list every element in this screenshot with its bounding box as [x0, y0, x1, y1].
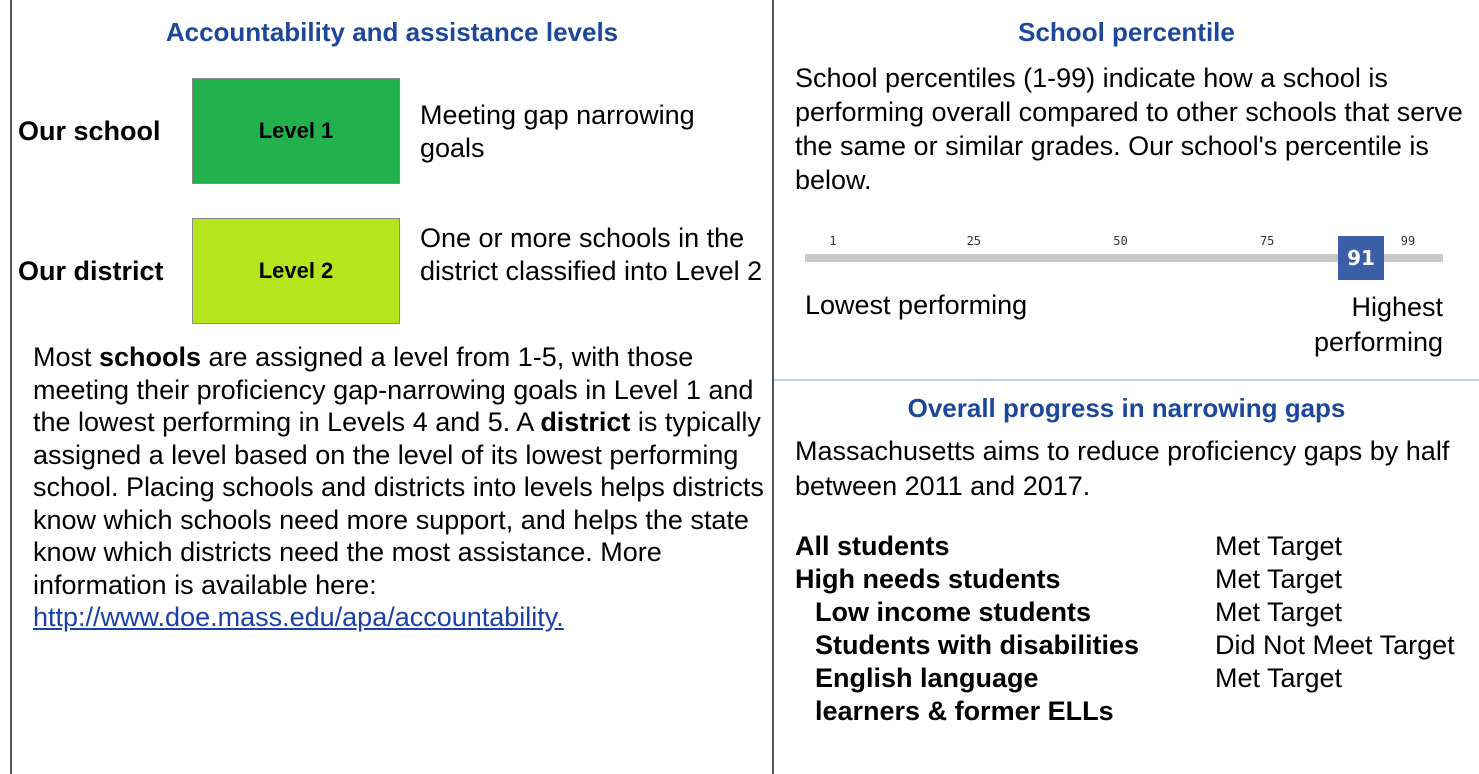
status: Met Target	[1215, 597, 1343, 627]
section-title: Accountability and assistance levels	[165, 17, 619, 47]
percentile-marker: 91	[1338, 236, 1385, 280]
level-badge: Level 2	[192, 218, 400, 324]
high-label: Highest performing	[1313, 292, 1443, 357]
level-label: Our district	[18, 256, 164, 286]
group-label: Students with disabilities	[815, 630, 1140, 660]
section-title: Overall progress in narrowing gaps	[907, 393, 1346, 423]
progress-row: Low income students Met Target	[795, 596, 1475, 629]
percentile-description: School percentiles (1-99) indicate how a…	[795, 63, 1463, 195]
level-description: One or more schools in the district clas…	[420, 223, 763, 286]
progress-description: Massachusetts aims to reduce proficiency…	[795, 436, 1450, 501]
explanation: Most schools are assigned a level from 1…	[33, 341, 768, 634]
text: are assigned a level from 1-5, with thos…	[33, 342, 754, 437]
tick-label: 99	[1400, 234, 1416, 248]
status: Met Target	[1215, 663, 1343, 693]
status: Did Not Meet Target	[1215, 630, 1455, 660]
status: Met Target	[1215, 531, 1343, 561]
text: is typically assigned a level based on t…	[33, 407, 764, 600]
progress-row: All students Met Target	[795, 530, 1475, 563]
progress-table: All students Met Target High needs student…	[795, 530, 1475, 728]
progress-row: High needs students Met Target	[795, 563, 1475, 596]
level-badge: Level 1	[192, 78, 400, 184]
group-label: English language learners & former ELLs	[815, 663, 1114, 726]
group-label: Low income students	[815, 597, 1092, 627]
bold-text: schools	[99, 342, 202, 372]
low-label: Lowest performing	[805, 290, 1028, 320]
progress-row: Students with disabilities Did Not Meet T…	[795, 629, 1475, 662]
tick-label: 50	[1113, 234, 1128, 248]
level-description: Meeting gap narrowing goals	[420, 100, 695, 163]
tick-label: 25	[966, 234, 982, 248]
column-divider	[772, 0, 774, 774]
progress-row: English language learners & former ELLs M…	[795, 662, 1475, 728]
text: Most	[33, 342, 100, 372]
bold-text: district	[540, 407, 631, 437]
section-divider	[774, 379, 1479, 381]
left-border	[10, 0, 12, 774]
group-label: All students	[795, 531, 950, 561]
percentile-scale	[805, 254, 1443, 262]
tick-label: 1	[829, 234, 837, 248]
link[interactable]: http://www.doe.mass.edu/apa/accountabili…	[33, 602, 564, 632]
level-label: Our school	[18, 116, 161, 146]
section-title: School percentile	[1018, 17, 1235, 47]
status: Met Target	[1215, 564, 1343, 594]
tick-label: 75	[1259, 234, 1275, 248]
group-label: High needs students	[795, 564, 1061, 594]
